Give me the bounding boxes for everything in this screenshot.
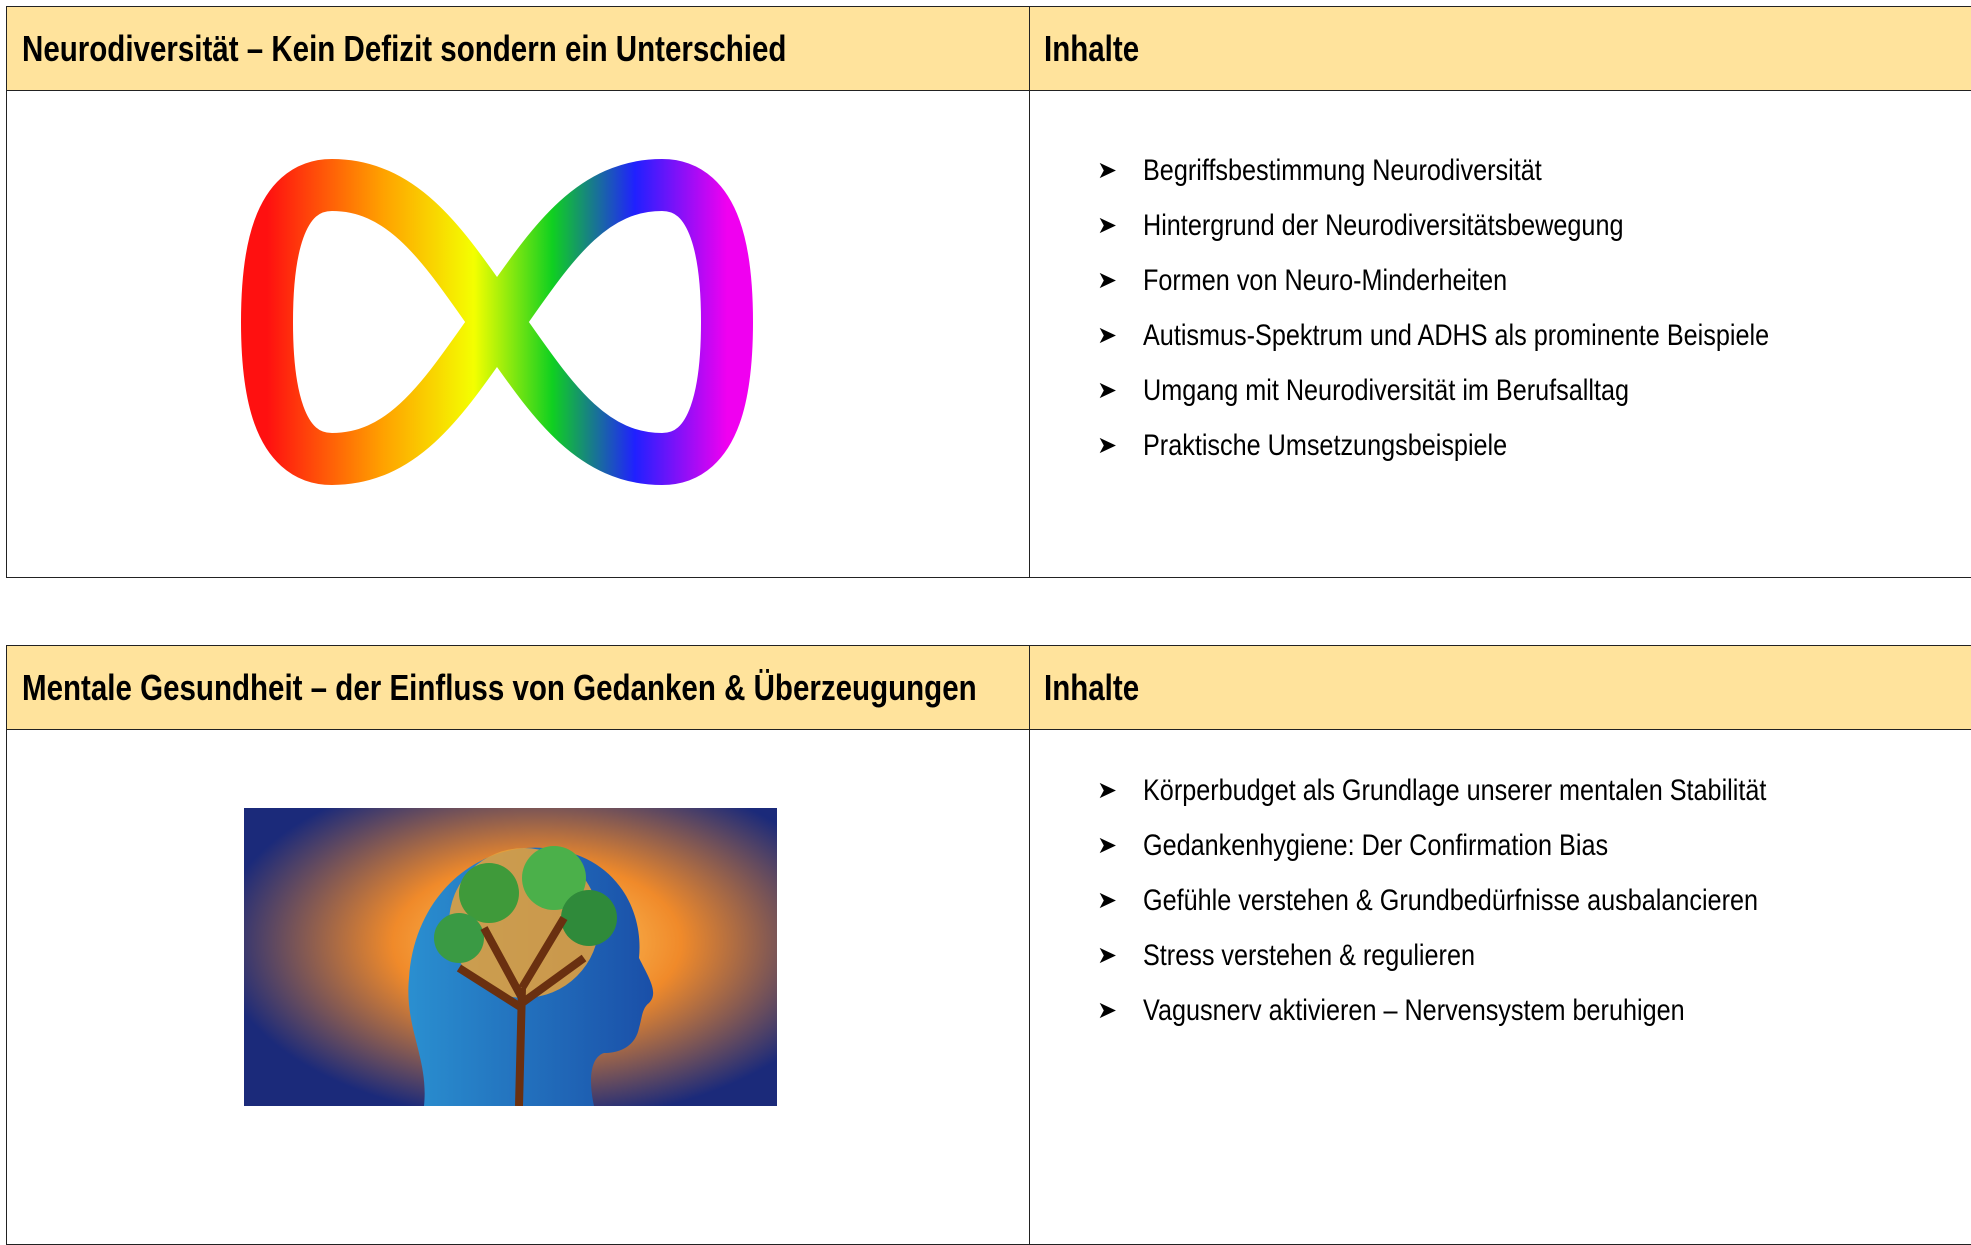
bullet-arrow: ➤ (1097, 887, 1118, 914)
list-item: ➤ Praktische Umsetzungsbeispiele (1097, 418, 1888, 473)
bullet-arrow: ➤ (1097, 432, 1118, 459)
item-text: Stress verstehen & regulieren (1143, 938, 1475, 972)
list-item: ➤ Körperbudget als Grundlage unserer ment… (1097, 763, 1885, 818)
item-text: Vagusnerv aktivieren – Nervensystem beru… (1143, 993, 1685, 1027)
section-title: Neurodiversität – Kein Defizit sondern e… (22, 28, 787, 69)
item-text: Begriffsbestimmung Neurodiversität (1143, 153, 1542, 187)
list-item: ➤ Autismus-Spektrum und ADHS als prominen… (1097, 308, 1888, 363)
item-text: Hintergrund der Neurodiversitätsbewegung (1143, 208, 1624, 242)
item-text: Praktische Umsetzungsbeispiele (1143, 428, 1508, 462)
bullet-arrow: ➤ (1097, 832, 1118, 859)
page: Neurodiversität – Kein Defizit sondern e… (6, 6, 1971, 1245)
list-item: ➤ Vagusnerv aktivieren – Nervensystem ber… (1097, 983, 1885, 1038)
contents-header: Inhalte (1044, 28, 1140, 69)
item-text: Gedankenhygiene: Der Confirmation Bias (1143, 828, 1609, 862)
item-text: Formen von Neuro-Minderheiten (1143, 263, 1508, 297)
list-item: ➤ Formen von Neuro-Minderheiten (1097, 253, 1888, 308)
list-item: ➤ Hintergrund der Neurodiversitätsbewegun… (1097, 198, 1888, 253)
item-text: Umgang mit Neurodiversität im Berufsallt… (1143, 373, 1629, 407)
header-row (7, 646, 1971, 730)
list-item: ➤ Gefühle verstehen & Grundbedürfnisse au… (1097, 873, 1885, 928)
bullet-arrow: ➤ (1097, 157, 1118, 184)
bullet-arrow: ➤ (1097, 267, 1118, 294)
bullet-arrow: ➤ (1097, 997, 1118, 1024)
bullet-arrow: ➤ (1097, 212, 1118, 239)
contents-list: ➤ Körperbudget als Grundlage unserer ment… (1097, 763, 1885, 1038)
bullet-arrow: ➤ (1097, 377, 1118, 404)
header-row (7, 7, 1971, 91)
bullet-arrow: ➤ (1097, 322, 1118, 349)
contents-list: ➤ Begriffsbestimmung Neurodiversität ➤ Hint… (1097, 143, 1888, 473)
section-table: Mentale Gesundheit – der Einfluss von Ge… (6, 645, 1971, 1245)
item-text: Gefühle verstehen & Grundbedürfnisse aus… (1143, 883, 1758, 917)
item-text: Autismus-Spektrum und ADHS als prominent… (1143, 318, 1770, 352)
section-table: Neurodiversität – Kein Defizit sondern e… (6, 6, 1971, 578)
bullet-arrow: ➤ (1097, 777, 1118, 804)
item-text: Körperbudget als Grundlage unserer menta… (1143, 773, 1767, 807)
column-divider (1029, 7, 1030, 577)
list-item: ➤ Begriffsbestimmung Neurodiversität (1097, 143, 1888, 198)
head-tree-image (244, 808, 777, 1106)
column-divider (1029, 646, 1030, 1244)
bullet-arrow: ➤ (1097, 942, 1118, 969)
infinity-icon (240, 158, 754, 486)
list-item: ➤ Gedankenhygiene: Der Confirmation Bias (1097, 818, 1885, 873)
section-title: Mentale Gesundheit – der Einfluss von Ge… (22, 667, 977, 708)
list-item: ➤ Umgang mit Neurodiversität im Berufsall… (1097, 363, 1888, 418)
contents-header: Inhalte (1044, 667, 1140, 708)
list-item: ➤ Stress verstehen & regulieren (1097, 928, 1885, 983)
